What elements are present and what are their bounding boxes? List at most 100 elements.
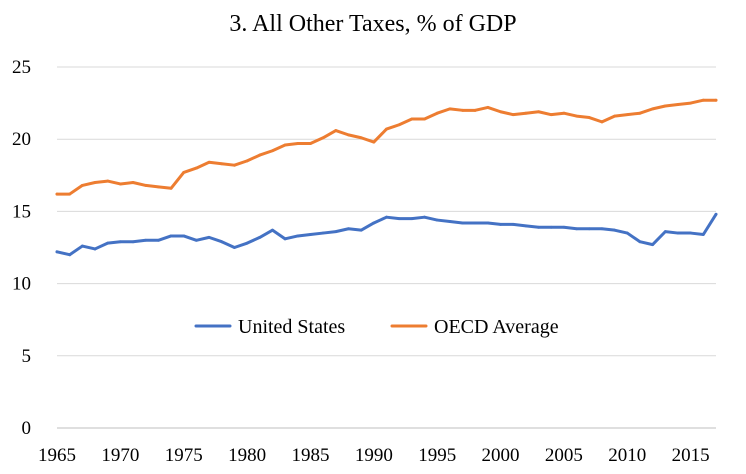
data-point [283,237,287,241]
data-point [385,127,388,131]
data-point [448,107,452,111]
data-point [613,228,617,232]
data-point [245,241,249,245]
data-point [486,106,490,109]
data-point [156,238,160,242]
data-point [334,230,338,234]
x-tick-label: 1975 [165,445,203,466]
series-line-united-states [55,212,718,257]
data-point [258,235,262,239]
data-point [638,240,642,244]
data-point [93,247,97,251]
legend-label: United States [238,316,345,338]
data-point [118,240,122,244]
axes: 0 5 10 15 20 25 1965 1970 1975 1980 1985 1990 1995 20… [12,57,716,466]
data-point [182,171,186,174]
data-point [397,217,401,221]
x-tick-label: 2010 [608,445,646,466]
data-point [321,136,325,140]
data-point [321,231,325,235]
data-point [372,140,376,144]
data-point [169,186,173,190]
data-point [68,192,72,196]
data-point [144,238,148,242]
data-point [663,104,667,108]
data-point [613,114,617,118]
data-point [385,215,388,219]
data-point [296,234,300,238]
data-point [423,117,426,121]
data-point [638,111,642,115]
y-tick-label: 5 [22,346,32,367]
x-tick-label: 1970 [101,445,139,466]
data-point [296,142,300,145]
data-point [689,231,693,235]
data-point [663,230,667,234]
data-point [359,136,363,140]
data-point [169,234,173,238]
data-point [676,231,680,235]
data-point [448,220,452,223]
data-point [55,192,59,196]
data-point [207,235,211,239]
series-points-united-states [55,212,718,257]
data-point [245,159,249,163]
data-point [271,228,274,232]
data-point [410,217,414,221]
data-point [651,107,655,111]
data-point [575,114,578,118]
data-point [701,98,705,102]
x-tick-label: 1990 [355,445,393,466]
y-tick-label: 20 [12,129,31,150]
x-tick-label: 2005 [545,445,583,466]
y-tick-label: 15 [12,201,31,222]
data-point [562,111,566,115]
data-point [537,225,540,229]
data-point [701,233,705,236]
data-point [549,225,553,229]
data-point [309,233,312,236]
x-tick-label: 2000 [482,445,520,466]
data-point [511,113,515,117]
data-point [435,218,439,222]
x-tick-label: 1985 [291,445,329,466]
x-tick-label: 1995 [418,445,456,466]
data-point [182,234,186,238]
data-point [473,108,477,112]
data-point [233,163,236,167]
y-tick-label: 0 [22,418,32,439]
series-lines [55,98,718,257]
x-tick-label: 2015 [672,445,710,466]
data-point [195,238,198,242]
data-point [106,179,110,183]
data-point [80,184,84,187]
data-point [233,246,236,249]
data-point [334,129,338,132]
data-point [435,111,439,115]
data-point [524,111,528,115]
data-point [714,212,718,216]
data-point [207,160,211,164]
data-point [347,227,350,231]
chart-title: 3. All Other Taxes, % of GDP [229,11,516,37]
data-point [676,103,680,106]
data-point [499,110,502,114]
data-point [283,143,287,147]
data-point [156,185,160,189]
data-point [651,243,655,247]
data-point [55,250,59,254]
data-point [549,113,553,117]
data-point [220,162,224,166]
data-point [625,231,629,235]
legend-item: OECD Average [390,316,559,338]
data-point [271,149,274,153]
data-point [587,116,591,119]
x-tick-label: 1965 [38,445,76,466]
data-point [347,133,350,137]
data-point [562,225,566,229]
y-tick-label: 25 [12,57,31,78]
data-point [423,215,426,219]
data-point [537,110,540,114]
